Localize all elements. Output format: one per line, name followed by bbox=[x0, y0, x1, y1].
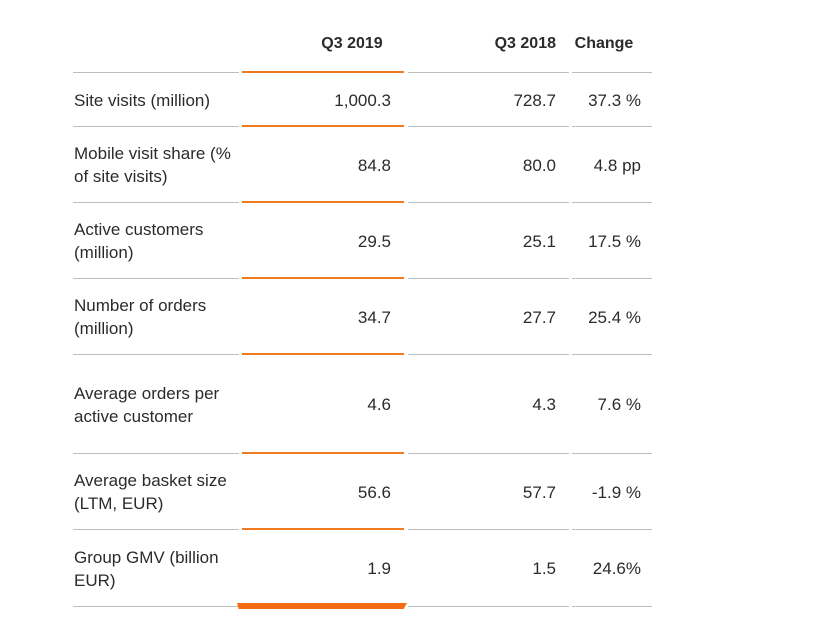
value-q3-2018: 25.1 bbox=[522, 231, 556, 251]
value-q3-2019: 29.5 bbox=[357, 231, 391, 251]
value-q3-2019: 1,000.3 bbox=[334, 90, 391, 110]
metric-label: Mobile visit share (% of site visits) bbox=[74, 144, 231, 186]
header-row: Q3 2019 Q3 2018 Change bbox=[73, 0, 652, 73]
table-bottom-rule bbox=[73, 603, 652, 609]
metric-label: Active customers (million) bbox=[74, 220, 204, 262]
value-q3-2019: 4.6 bbox=[367, 395, 391, 414]
table-row: Average basket size (LTM, EUR) 56.6 57.7… bbox=[73, 454, 652, 530]
value-q3-2018: 1.5 bbox=[532, 559, 556, 578]
value-change: 4.8 pp bbox=[593, 155, 641, 175]
value-change: 7.6 % bbox=[597, 395, 641, 414]
header-metric bbox=[73, 30, 240, 44]
table-row: Group GMV (billion EUR) 1.9 1.5 24.6% bbox=[73, 530, 652, 609]
header-change: Change bbox=[574, 35, 634, 52]
header-q3-2018: Q3 2018 bbox=[494, 35, 556, 52]
table-row: Number of orders (million) 34.7 27.7 25.… bbox=[73, 279, 652, 355]
value-q3-2019: 34.7 bbox=[357, 307, 391, 327]
metric-label: Average orders per active customer bbox=[74, 383, 220, 426]
table-row: Mobile visit share (% of site visits) 84… bbox=[73, 127, 652, 203]
header-q3-2019: Q3 2019 bbox=[321, 35, 383, 52]
value-change: 17.5 % bbox=[588, 231, 641, 251]
value-q3-2018: 27.7 bbox=[522, 307, 556, 327]
value-q3-2019: 1.9 bbox=[367, 559, 391, 578]
value-q3-2019: 84.8 bbox=[357, 155, 391, 175]
value-change: -1.9 % bbox=[591, 482, 641, 502]
value-change: 24.6% bbox=[592, 559, 641, 578]
value-change: 25.4 % bbox=[588, 307, 641, 327]
table-row: Site visits (million) 1,000.3 728.7 37.3… bbox=[73, 73, 652, 127]
value-change: 37.3 % bbox=[588, 90, 641, 110]
value-q3-2019: 56.6 bbox=[357, 482, 391, 502]
metric-label: Site visits (million) bbox=[74, 90, 211, 110]
metric-label: Group GMV (billion EUR) bbox=[74, 547, 219, 590]
value-q3-2018: 728.7 bbox=[513, 90, 556, 110]
metric-label: Average basket size (LTM, EUR) bbox=[74, 471, 227, 513]
value-q3-2018: 80.0 bbox=[522, 155, 556, 175]
table-row: Active customers (million) 29.5 25.1 17.… bbox=[73, 203, 652, 279]
table-row: Average orders per active customer 4.6 4… bbox=[73, 355, 652, 454]
metric-label: Number of orders (million) bbox=[74, 296, 207, 338]
value-q3-2018: 4.3 bbox=[532, 395, 556, 414]
value-q3-2018: 57.7 bbox=[522, 482, 556, 502]
kpi-table: Q3 2019 Q3 2018 Change Site visits (mill… bbox=[73, 0, 652, 609]
